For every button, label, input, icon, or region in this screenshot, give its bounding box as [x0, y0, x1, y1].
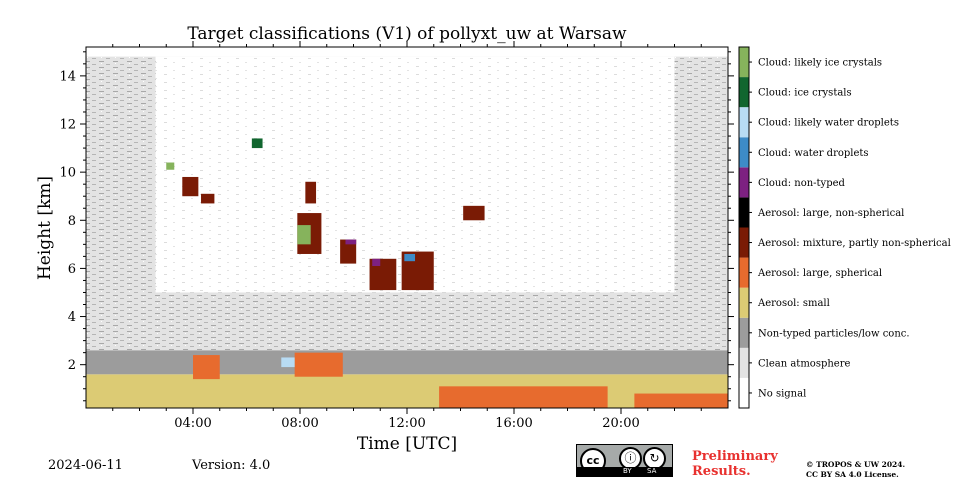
colorbar-swatch-6	[739, 197, 749, 228]
preliminary-line2: Results.	[692, 464, 751, 479]
copyright-notice: © TROPOS & UW 2024. CC BY SA 4.0 License…	[806, 460, 905, 480]
axes: 04:00 08:00 12:00 16:00 20:00 2 4 6 8 10 12 14 Time …	[35, 41, 734, 454]
y-tick-label-6: 14	[59, 69, 76, 84]
x-tick-label-3: 16:00	[495, 416, 532, 431]
y-tick-label-1: 4	[68, 310, 76, 325]
cc-by-label: BY	[623, 467, 632, 475]
colorbar-label-1: Clean atmosphere	[758, 358, 851, 369]
colorbar-swatch-8	[739, 137, 749, 168]
x-axis-label: Time [UTC]	[357, 434, 457, 454]
class-region-1	[439, 386, 608, 408]
preliminary-notice: Preliminary Results.	[692, 449, 778, 479]
y-tick-label-3: 8	[68, 214, 76, 229]
class-region-2	[634, 393, 728, 408]
class-region-14	[345, 239, 357, 245]
colorbar-label-0: No signal	[758, 388, 806, 399]
class-region-3	[86, 350, 728, 375]
colorbar-label-9: Cloud: likely water droplets	[758, 118, 899, 129]
colorbar-label-6: Aerosol: large, non-spherical	[757, 208, 904, 219]
copyright-line2: CC BY SA 4.0 License.	[806, 470, 899, 479]
y-tick-label-4: 10	[59, 166, 76, 181]
colorbar-swatch-4	[739, 257, 749, 288]
class-region-11	[297, 225, 311, 245]
class-region-0	[86, 374, 728, 408]
footer-date: 2024-06-11	[48, 458, 123, 473]
class-region-6	[251, 138, 263, 149]
plot-area	[86, 47, 728, 408]
class-region-12	[305, 181, 317, 204]
preliminary-line1: Preliminary	[692, 449, 778, 464]
y-tick-label-0: 2	[68, 358, 76, 373]
class-region-21	[193, 355, 220, 380]
class-region-22	[281, 357, 295, 368]
x-tick-label-0: 04:00	[174, 416, 211, 431]
colorbar-frame	[738, 46, 750, 409]
chart-title: Target classifications (V1) of pollyxt_u…	[187, 24, 627, 44]
class-region-8	[182, 176, 199, 197]
x-tick-label-2: 12:00	[388, 416, 425, 431]
colorbar-swatch-5	[739, 227, 749, 258]
footer-version: Version: 4.0	[192, 458, 271, 473]
colorbar-label-5: Aerosol: mixture, partly non-spherical	[757, 238, 951, 249]
class-region-13	[340, 239, 357, 264]
colorbar-swatch-11	[739, 47, 749, 78]
class-region-7	[166, 162, 175, 170]
colorbar-label-7: Cloud: non-typed	[758, 178, 846, 189]
cc-strip: BY SA	[577, 467, 672, 476]
colorbar: No signal Clean atmosphere Non-typed parti…	[738, 46, 951, 409]
colorbar-swatch-2	[739, 317, 749, 348]
cc-sa-label: SA	[647, 467, 657, 475]
colorbar-swatch-10	[739, 77, 749, 108]
class-region-19	[463, 205, 485, 221]
class-region-18	[404, 253, 416, 262]
colorbar-label-4: Aerosol: large, spherical	[757, 268, 882, 279]
y-tick-label-2: 6	[68, 262, 76, 277]
colorbar-label-8: Cloud: water droplets	[758, 148, 869, 159]
class-region-9	[201, 193, 215, 204]
colorbar-label-11: Cloud: likely ice crystals	[758, 58, 882, 69]
colorbar-swatch-0	[739, 377, 749, 408]
y-tick-label-5: 12	[59, 118, 76, 133]
class-region-16	[372, 258, 381, 267]
copyright-line1: © TROPOS & UW 2024.	[806, 460, 906, 469]
y-axis-label: Height [km]	[35, 176, 55, 280]
colorbar-label-3: Aerosol: small	[757, 298, 830, 309]
colorbar-swatch-3	[739, 287, 749, 318]
colorbar-swatch-7	[739, 167, 749, 198]
cc-license-badge[interactable]: cc ⓘ ↻ BY SA	[576, 444, 673, 477]
x-tick-label-1: 08:00	[281, 416, 318, 431]
class-region-20	[294, 352, 343, 377]
colorbar-swatch-9	[739, 107, 749, 138]
colorbar-label-10: Cloud: ice crystals	[758, 88, 852, 99]
x-tick-label-4: 20:00	[602, 416, 639, 431]
colorbar-swatch-1	[739, 347, 749, 378]
colorbar-label-2: Non-typed particles/low conc.	[758, 328, 910, 339]
